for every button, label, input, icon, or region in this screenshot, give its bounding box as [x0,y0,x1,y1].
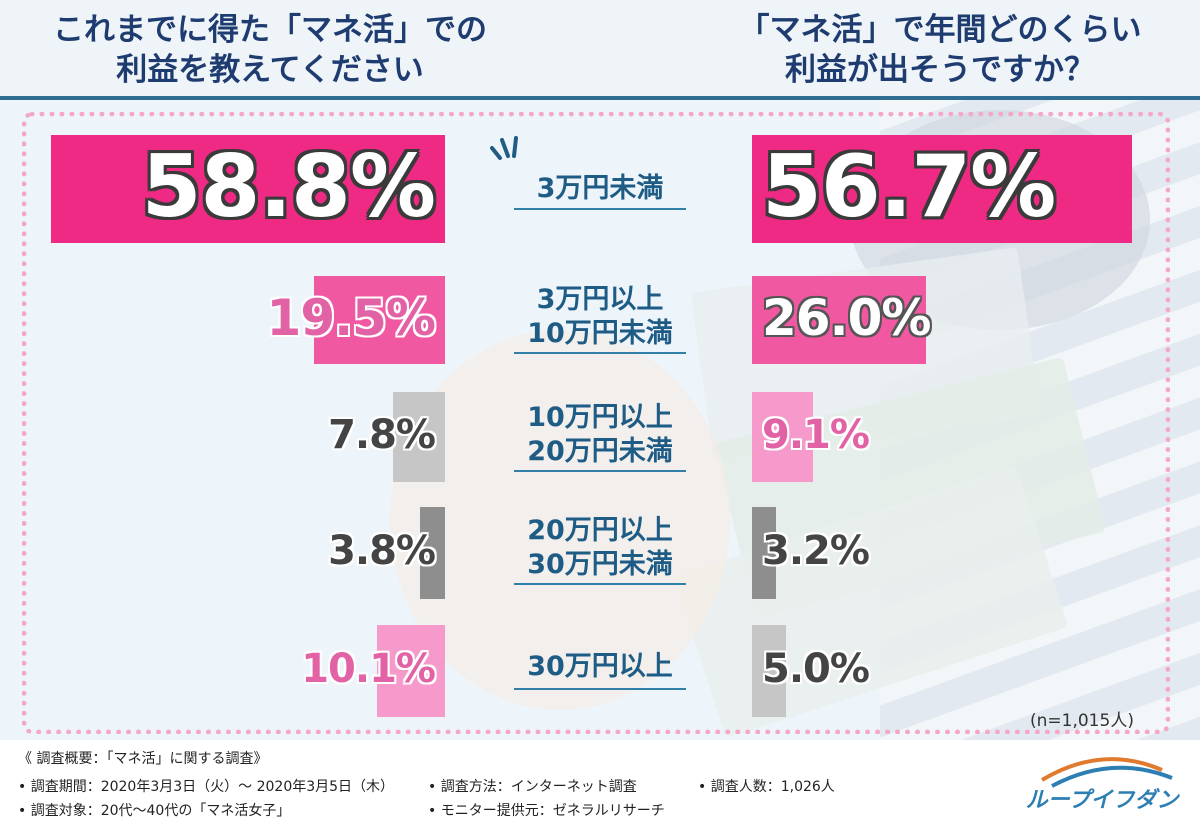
right-bar-3 [752,392,813,482]
survey-summary-title: 《 調査概要：「マネ活」に関する調査》 [18,751,268,767]
category-label-2: 3万円以上 10万円未満 [527,284,673,349]
category-underline-1 [514,208,686,210]
right-chart-title: 「マネ活」で年間どのくらい 利益が出そうですか？ [738,12,1142,88]
left-bar-4 [419,507,445,599]
monitor-provider: • モニター提供元：ゼネラルリサーチ [428,803,665,819]
header-divider [0,96,1200,100]
survey-method: • 調査方法：インターネット調査 [428,779,637,795]
right-value-label-4: 3.2% [762,528,870,574]
emphasis-marks-icon [490,136,518,160]
left-bar-3 [392,392,445,482]
sample-size-note: (n=1,015人) [1030,711,1134,731]
footer: 《 調査概要：「マネ活」に関する調査》 • 調査期間：2020年3月3日（火）～… [0,740,1200,831]
survey-target: • 調査対象：20代～40代の「マネ活女子」 [18,803,291,819]
category-label-4: 20万円以上 30万円未満 [527,515,673,580]
logo-text: ループイフダン [1025,788,1179,813]
left-chart-title: これまでに得た「マネ活」での 利益を教えてください [53,12,487,88]
left-value-label-2: 19.5% [266,289,436,347]
survey-count: • 調査人数：1,026人 [698,779,835,795]
left-bar-5 [377,625,445,717]
left-value-label-4: 3.8% [328,528,436,574]
right-value-label-1: 56.7% [762,137,1056,237]
right-bar-2 [752,276,927,364]
category-label-3: 10万円以上 20万円未満 [527,402,673,467]
logo-swoosh-icon [1040,757,1173,788]
left-value-label-1: 58.8% [141,137,436,237]
header: これまでに得た「マネ活」での 利益を教えてください 「マネ活」で年間どのくらい … [0,0,1200,96]
left-value-label-3: 7.8% [328,412,436,458]
left-value-label-5: 10.1% [301,646,436,692]
dotted-frame [22,112,1170,734]
right-value-label-2: 26.0% [762,289,931,347]
category-underline-4 [514,583,686,585]
left-bar-2 [314,276,445,364]
category-label-5: 30万円以上 [527,651,673,682]
right-bar-4 [752,507,776,599]
category-label-1: 3万円未満 [536,173,664,204]
right-value-label-3: 9.1% [762,412,870,458]
right-bar-1 [752,135,1132,243]
survey-period: • 調査期間：2020年3月3日（火）～ 2020年3月5日（木） [18,779,395,795]
category-underline-3 [514,470,686,472]
right-bar-5 [752,625,786,717]
left-bar-1 [51,135,445,243]
category-underline-5 [514,688,686,690]
brand-logo: ループイフダン [1022,748,1182,824]
category-underline-2 [514,352,686,354]
right-value-label-5: 5.0% [762,646,870,692]
